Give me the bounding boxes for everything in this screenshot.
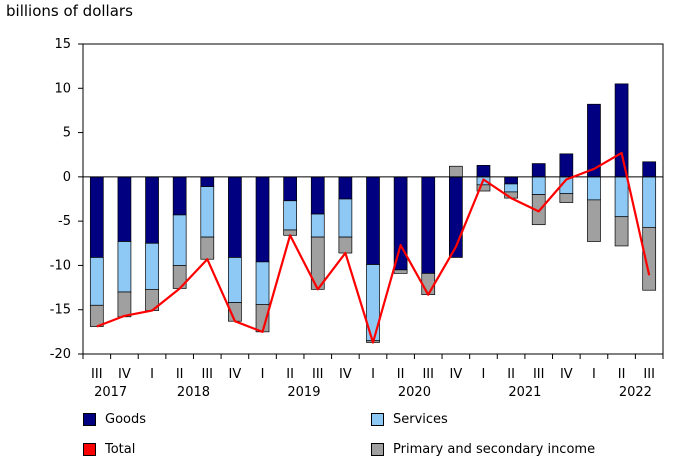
x-quarter-label: I xyxy=(150,367,154,382)
bar-services xyxy=(228,257,242,303)
legend-goods-swatch xyxy=(83,413,96,426)
bar-primary-and-secondary-income xyxy=(421,273,436,296)
y-axis-title: billions of dollars xyxy=(6,2,133,20)
x-quarter-label: II xyxy=(507,367,515,382)
x-quarter-label: IV xyxy=(449,367,462,382)
legend-income-swatch xyxy=(371,443,384,456)
legend-income: Primary and secondary income xyxy=(371,442,595,457)
x-quarter-label: I xyxy=(592,367,596,382)
bar-services xyxy=(117,241,132,293)
x-year-label: 2022 xyxy=(619,385,652,400)
bar-services xyxy=(89,257,104,306)
x-quarter-label: II xyxy=(618,367,626,382)
bar-services xyxy=(172,214,187,266)
x-year-label: 2018 xyxy=(177,385,210,400)
bar-primary-and-secondary-income xyxy=(338,236,353,254)
bar-goods xyxy=(145,176,159,244)
bar-goods xyxy=(366,176,380,265)
legend-services-swatch xyxy=(371,413,384,426)
bar-services xyxy=(338,198,353,238)
bar-primary-and-secondary-income xyxy=(449,165,463,178)
bar-services xyxy=(531,176,546,195)
x-year-label: 2021 xyxy=(508,385,541,400)
x-quarter-label: I xyxy=(371,367,375,382)
bar-goods xyxy=(89,176,104,258)
bar-services xyxy=(614,176,629,218)
y-tick-label: -15 xyxy=(50,303,71,318)
y-tick-label: 5 xyxy=(63,126,71,141)
bar-goods xyxy=(531,163,546,178)
bar-primary-and-secondary-income xyxy=(587,199,601,242)
bar-primary-and-secondary-income xyxy=(89,304,104,327)
y-tick-label: -10 xyxy=(50,258,71,273)
bar-services xyxy=(587,176,601,201)
bar-goods xyxy=(393,176,408,271)
x-quarter-label: I xyxy=(482,367,486,382)
bar-services xyxy=(283,200,297,231)
y-tick-label: -5 xyxy=(58,214,71,229)
bar-goods xyxy=(117,176,132,242)
y-tick-label: 0 xyxy=(63,170,71,185)
bar-services xyxy=(200,186,215,238)
bar-goods xyxy=(255,176,270,263)
x-quarter-label: III xyxy=(533,367,545,382)
bar-primary-and-secondary-income xyxy=(117,291,132,318)
legend-total-swatch xyxy=(83,443,96,456)
x-quarter-label: III xyxy=(643,367,655,382)
bar-goods xyxy=(283,176,297,202)
bar-services xyxy=(145,242,159,290)
x-quarter-label: IV xyxy=(229,367,242,382)
x-year-label: 2020 xyxy=(398,385,431,400)
legend-services: Services xyxy=(371,412,448,427)
total-line xyxy=(96,151,651,344)
bar-primary-and-secondary-income xyxy=(559,193,574,203)
legend-goods: Goods xyxy=(83,412,146,427)
legend-total: Total xyxy=(83,442,135,457)
bar-goods xyxy=(476,164,491,178)
bar-primary-and-secondary-income xyxy=(476,184,491,192)
bar-services xyxy=(504,183,518,193)
bar-primary-and-secondary-income xyxy=(393,269,408,274)
x-quarter-label: II xyxy=(286,367,294,382)
bar-services xyxy=(255,261,270,305)
x-quarter-label: III xyxy=(202,367,214,382)
plot-frame xyxy=(82,43,664,355)
x-year-label: 2019 xyxy=(287,385,320,400)
bar-goods xyxy=(421,176,436,274)
legend-income-label: Primary and secondary income xyxy=(393,442,596,457)
x-quarter-label: II xyxy=(397,367,405,382)
x-quarter-label: IV xyxy=(339,367,352,382)
x-quarter-label: III xyxy=(422,367,434,382)
x-quarter-label: III xyxy=(312,367,324,382)
x-quarter-label: III xyxy=(91,367,103,382)
bar-services xyxy=(642,176,657,228)
legend-services-label: Services xyxy=(393,412,448,427)
y-tick-label: 10 xyxy=(54,81,71,96)
x-quarter-label: II xyxy=(176,367,184,382)
x-year-label: 2017 xyxy=(94,385,127,400)
bar-goods xyxy=(200,176,215,187)
bar-primary-and-secondary-income xyxy=(642,226,657,291)
x-quarter-label: IV xyxy=(560,367,573,382)
bar-primary-and-secondary-income xyxy=(531,194,546,226)
bar-goods xyxy=(228,176,242,258)
legend-goods-label: Goods xyxy=(105,412,147,427)
bar-goods xyxy=(338,176,353,200)
x-quarter-label: I xyxy=(261,367,265,382)
bar-goods xyxy=(504,176,518,185)
legend-total-label: Total xyxy=(105,442,136,457)
bar-goods xyxy=(614,83,629,178)
bar-primary-and-secondary-income xyxy=(200,236,215,260)
bar-goods xyxy=(642,161,657,178)
bar-goods xyxy=(310,176,325,215)
y-tick-label: 15 xyxy=(54,37,71,52)
x-quarter-label: IV xyxy=(118,367,131,382)
bar-services xyxy=(310,213,325,238)
bar-goods xyxy=(172,176,187,216)
bar-primary-and-secondary-income xyxy=(614,216,629,247)
bar-goods xyxy=(559,153,574,178)
y-tick-label: -20 xyxy=(50,347,71,362)
